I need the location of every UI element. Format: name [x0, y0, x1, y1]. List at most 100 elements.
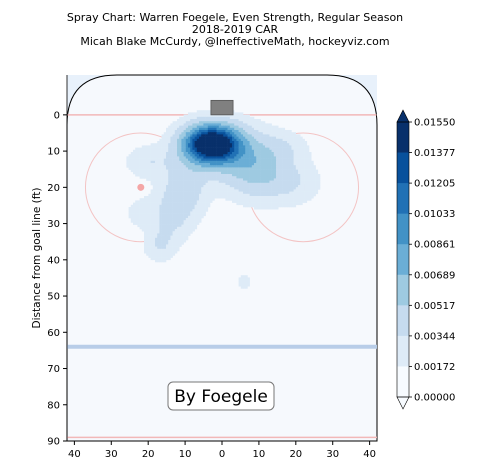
density-cell — [201, 193, 204, 197]
density-cell — [293, 191, 297, 195]
density-cell — [304, 152, 308, 155]
density-cell — [188, 198, 191, 201]
density-cell — [183, 231, 187, 234]
density-cell — [223, 127, 226, 131]
density-cell — [232, 116, 235, 120]
density-cell — [155, 149, 158, 153]
density-cell — [280, 152, 283, 155]
density-cell — [243, 116, 246, 120]
density-cell — [179, 189, 182, 192]
density-cell — [152, 211, 156, 214]
density-cell — [243, 132, 246, 135]
density-cell — [295, 143, 299, 146]
density-cell — [254, 132, 257, 135]
density-cell — [289, 189, 292, 192]
density-cell — [201, 152, 204, 155]
density-cell — [157, 178, 160, 181]
density-cell — [287, 136, 290, 140]
density-cell — [192, 158, 195, 162]
density-cell — [128, 156, 132, 159]
density-cell — [271, 207, 275, 210]
density-cell — [243, 165, 246, 168]
density-cell — [203, 154, 206, 157]
density-cell — [280, 132, 283, 135]
density-cell — [161, 180, 165, 184]
density-cell — [236, 160, 239, 164]
density-cell — [203, 193, 206, 197]
density-cell — [276, 182, 279, 186]
density-cell — [256, 152, 259, 155]
density-cell — [267, 147, 270, 151]
density-cell — [183, 211, 187, 214]
density-cell — [254, 127, 257, 131]
density-cell — [214, 132, 217, 135]
density-cell — [313, 182, 316, 186]
density-cell — [232, 180, 235, 184]
density-cell — [238, 114, 242, 118]
density-cell — [144, 226, 147, 230]
density-cell — [179, 220, 182, 223]
density-cell — [183, 163, 187, 166]
density-cell — [201, 125, 204, 129]
density-cell — [262, 123, 266, 126]
density-cell — [181, 180, 184, 184]
density-cell — [135, 152, 138, 155]
density-cell — [196, 196, 200, 199]
density-cell — [262, 180, 266, 184]
density-cell — [194, 152, 198, 155]
density-cell — [278, 193, 281, 197]
density-cell — [199, 191, 202, 195]
density-cell — [205, 163, 209, 166]
density-cell — [223, 174, 226, 177]
density-cell — [210, 193, 213, 197]
density-cell — [159, 251, 162, 254]
density-cell — [229, 134, 233, 137]
density-cell — [179, 237, 182, 241]
density-cell — [311, 185, 314, 188]
density-cell — [170, 178, 173, 181]
density-cell — [166, 132, 169, 135]
density-cell — [166, 235, 169, 239]
density-cell — [278, 136, 281, 140]
density-cell — [271, 202, 275, 206]
density-cell — [306, 167, 310, 170]
density-cell — [174, 121, 178, 124]
density-cell — [183, 222, 187, 225]
density-cell — [260, 174, 264, 177]
density-cell — [179, 209, 182, 212]
density-cell — [287, 182, 290, 186]
density-cell — [183, 125, 187, 129]
density-cell — [276, 163, 279, 166]
density-cell — [155, 213, 158, 217]
density-cell — [194, 163, 198, 166]
density-cell — [210, 169, 213, 173]
density-cell — [144, 169, 147, 173]
density-cell — [170, 196, 173, 199]
density-cell — [273, 200, 277, 203]
density-cell — [216, 180, 220, 184]
density-cell — [280, 198, 283, 201]
density-cell — [243, 279, 246, 283]
density-cell — [148, 231, 151, 234]
density-cell — [212, 191, 215, 195]
density-cell — [232, 189, 235, 192]
density-cell — [280, 185, 283, 188]
density-cell — [181, 158, 184, 162]
density-cell — [225, 187, 228, 190]
density-cell — [317, 180, 321, 184]
density-cell — [150, 171, 154, 175]
density-cell — [141, 218, 145, 221]
density-cell — [179, 244, 182, 247]
density-cell — [150, 149, 154, 153]
density-cell — [214, 114, 217, 118]
density-cell — [304, 182, 308, 186]
density-cell — [225, 149, 228, 153]
density-cell — [150, 165, 154, 168]
density-cell — [168, 257, 171, 261]
density-cell — [159, 233, 162, 236]
density-cell — [243, 275, 246, 278]
density-cell — [192, 207, 195, 210]
density-cell — [192, 211, 195, 214]
goal-net — [210, 99, 234, 116]
density-cell — [128, 160, 132, 164]
